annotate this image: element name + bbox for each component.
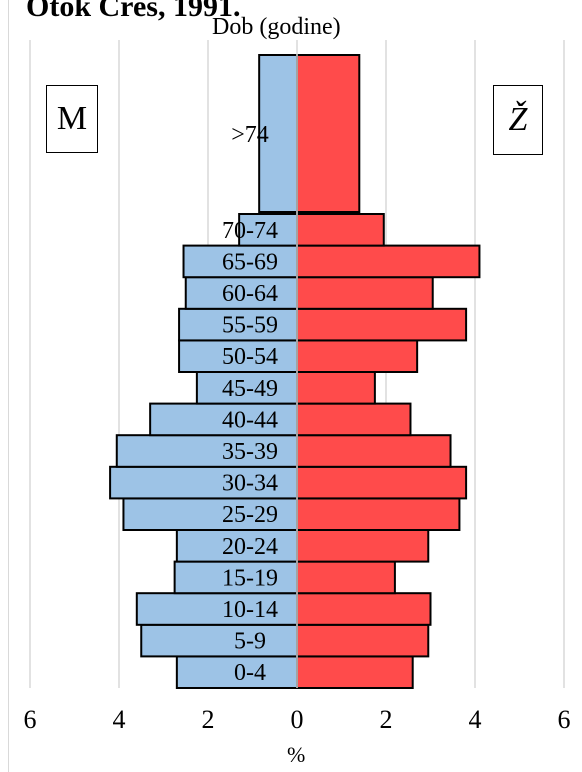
category-label: 20-24 — [222, 534, 278, 560]
bar-female-70-74 — [296, 213, 385, 247]
category-label: 60-64 — [222, 281, 278, 307]
bar-male-45-49 — [195, 371, 298, 405]
legend-female: Ž — [493, 85, 543, 155]
x-tick-label: 2 — [380, 705, 393, 734]
x-tick-label: 4 — [113, 705, 126, 734]
category-label: 10-14 — [222, 597, 278, 623]
bar-male-over74 — [258, 54, 298, 213]
category-label: 25-29 — [222, 502, 278, 528]
x-tick-label: 0 — [291, 705, 304, 734]
x-tick-label: 2 — [202, 705, 215, 734]
x-tick-labels: 6 4 2 0 2 4 6 — [24, 705, 571, 734]
bar-female-40-44 — [296, 402, 412, 437]
bar-female-50-54 — [296, 339, 419, 373]
bar-male-70-74 — [238, 213, 298, 247]
bar-female-20-24 — [296, 529, 430, 563]
bar-female-over74 — [296, 54, 361, 213]
bar-female-55-59 — [296, 307, 468, 342]
bar-male-55-59 — [178, 307, 298, 342]
category-label: 15-19 — [222, 565, 278, 591]
bar-female-30-34 — [296, 465, 468, 500]
category-label: 40-44 — [222, 407, 278, 433]
bar-female-15-19 — [296, 560, 396, 595]
x-tick-label: 6 — [24, 705, 37, 734]
x-tick-label: 6 — [558, 705, 571, 734]
category-label: 45-49 — [222, 376, 278, 402]
bars — [109, 40, 481, 690]
bar-female-60-64 — [296, 276, 434, 310]
bar-male-65-69 — [182, 244, 298, 279]
bar-female-35-39 — [296, 434, 452, 468]
category-labels: 0-4 5-9 10-14 15-19 20-24 25-29 30-34 35-39 40-4… — [222, 122, 278, 686]
x-axis-title: % — [287, 742, 306, 767]
category-label: >74 — [231, 122, 269, 148]
bar-male-30-34 — [109, 465, 298, 500]
category-label: 65-69 — [222, 249, 278, 275]
category-label: 35-39 — [222, 439, 278, 465]
chart-title: Otok Creš, 1991. — [26, 0, 241, 23]
x-tick-label: 4 — [469, 705, 482, 734]
y-axis-title: Dob (godine) — [212, 14, 341, 40]
bar-male-10-14 — [135, 592, 298, 626]
category-label: 50-54 — [222, 344, 278, 370]
bar-female-25-29 — [296, 497, 461, 531]
category-label: 70-74 — [222, 218, 278, 244]
bar-female-0-4 — [296, 655, 414, 690]
bar-male-5-9 — [140, 623, 298, 658]
category-label: 55-59 — [222, 313, 278, 339]
chart-frame-left — [8, 0, 9, 772]
bar-female-65-69 — [296, 244, 481, 279]
bar-female-5-9 — [296, 623, 430, 658]
bar-female-10-14 — [296, 592, 432, 626]
category-label: 0-4 — [234, 660, 266, 686]
category-label: 30-34 — [222, 471, 278, 497]
bar-male-0-4 — [175, 655, 299, 690]
legend-male: M — [46, 85, 98, 153]
category-label: 5-9 — [234, 629, 266, 655]
bar-male-35-39 — [115, 434, 299, 468]
bar-female-45-49 — [296, 371, 376, 405]
